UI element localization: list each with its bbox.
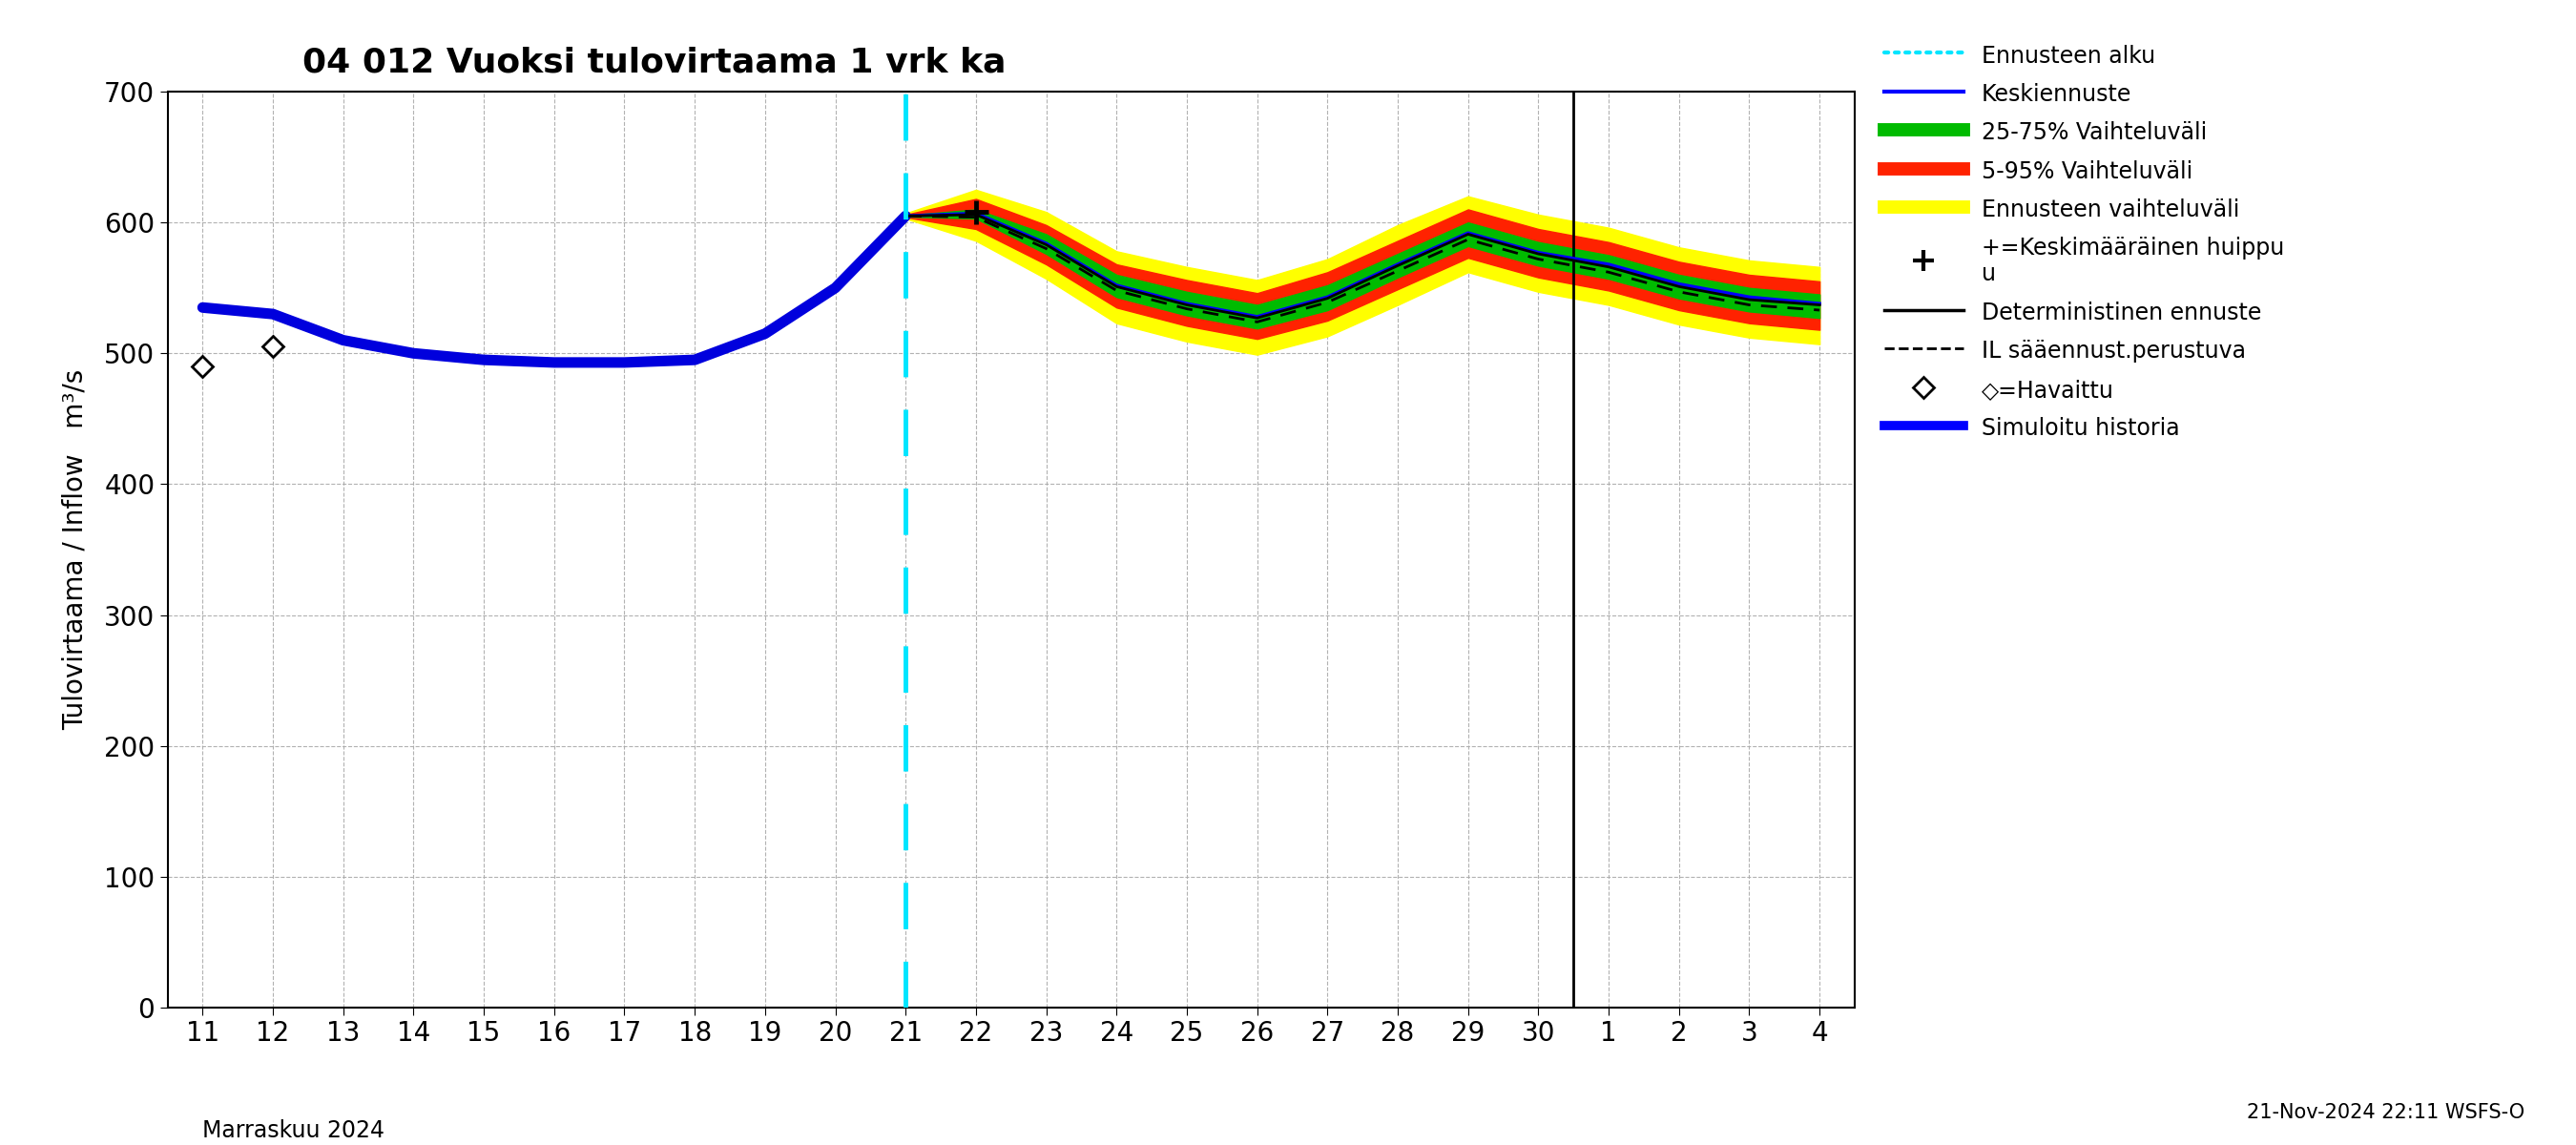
Text: Marraskuu 2024
November: Marraskuu 2024 November: [204, 1119, 384, 1145]
Text: 04 012 Vuoksi tulovirtaama 1 vrk ka: 04 012 Vuoksi tulovirtaama 1 vrk ka: [301, 46, 1007, 78]
Legend: Ennusteen alku, Keskiennuste, 25-75% Vaihteluväli, 5-95% Vaihteluväli, Ennusteen: Ennusteen alku, Keskiennuste, 25-75% Vai…: [1875, 34, 2293, 449]
Text: 21-Nov-2024 22:11 WSFS-O: 21-Nov-2024 22:11 WSFS-O: [2246, 1103, 2524, 1122]
Y-axis label: Tulovirtaama / Inflow   m³/s: Tulovirtaama / Inflow m³/s: [62, 369, 88, 731]
